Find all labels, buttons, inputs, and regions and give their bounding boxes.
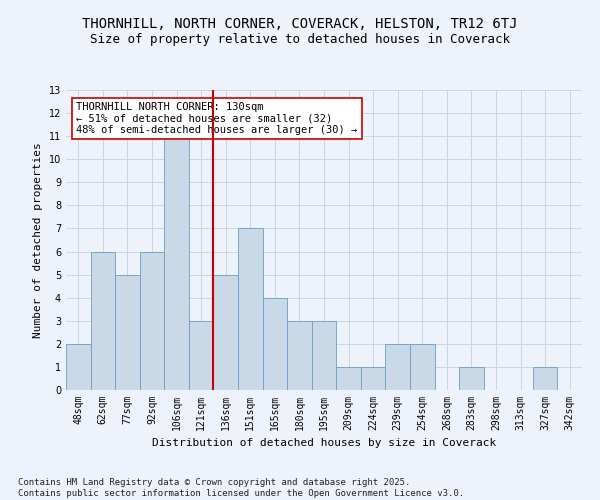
Bar <box>115 274 140 390</box>
Bar <box>287 321 312 390</box>
Bar <box>66 344 91 390</box>
Text: THORNHILL NORTH CORNER: 130sqm
← 51% of detached houses are smaller (32)
48% of : THORNHILL NORTH CORNER: 130sqm ← 51% of … <box>76 102 358 135</box>
Bar <box>336 367 361 390</box>
X-axis label: Distribution of detached houses by size in Coverack: Distribution of detached houses by size … <box>152 438 496 448</box>
Bar <box>91 252 115 390</box>
Bar <box>238 228 263 390</box>
Y-axis label: Number of detached properties: Number of detached properties <box>33 142 43 338</box>
Bar <box>164 136 189 390</box>
Bar <box>189 321 214 390</box>
Bar <box>533 367 557 390</box>
Bar <box>312 321 336 390</box>
Bar <box>263 298 287 390</box>
Bar <box>459 367 484 390</box>
Text: THORNHILL, NORTH CORNER, COVERACK, HELSTON, TR12 6TJ: THORNHILL, NORTH CORNER, COVERACK, HELST… <box>82 18 518 32</box>
Text: Contains HM Land Registry data © Crown copyright and database right 2025.
Contai: Contains HM Land Registry data © Crown c… <box>18 478 464 498</box>
Text: Size of property relative to detached houses in Coverack: Size of property relative to detached ho… <box>90 32 510 46</box>
Bar <box>140 252 164 390</box>
Bar <box>361 367 385 390</box>
Bar <box>410 344 434 390</box>
Bar <box>214 274 238 390</box>
Bar <box>385 344 410 390</box>
